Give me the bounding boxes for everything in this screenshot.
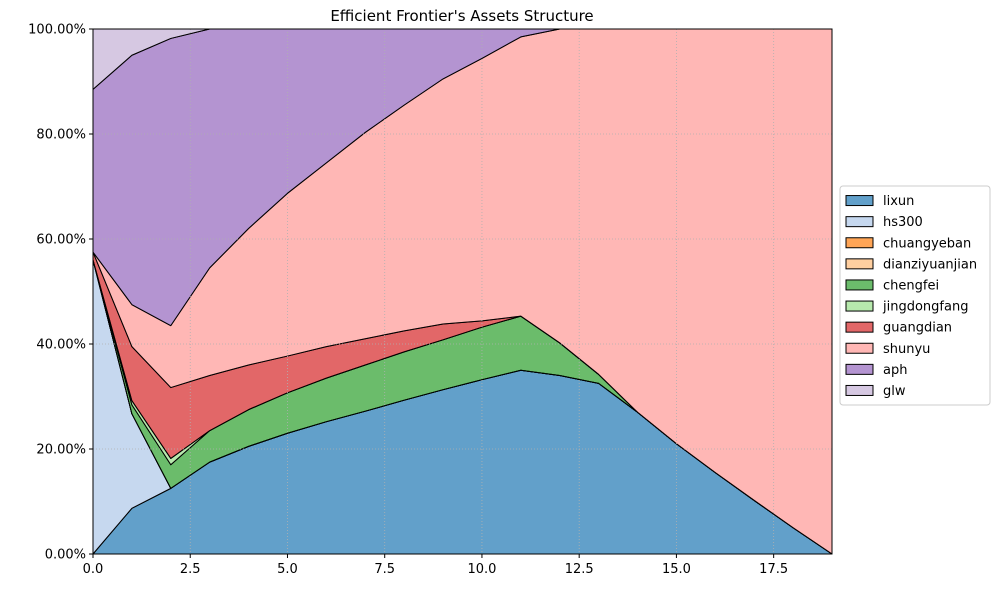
grid-lines — [92, 28, 832, 555]
y-tick-label: 0.00% — [45, 548, 86, 563]
x-tick-label: 7.5 — [374, 562, 395, 577]
legend-label-hs300: hs300 — [883, 215, 923, 230]
x-tick-label: 15.0 — [662, 562, 691, 577]
legend-box — [839, 185, 991, 406]
legend-label-glw: glw — [883, 384, 906, 399]
legend-swatch-glw — [845, 384, 874, 396]
legend-swatch-guangdian — [845, 321, 874, 333]
plot-frame — [92, 28, 833, 555]
x-tick-label: 10.0 — [467, 562, 496, 577]
x-tick-label: 0.0 — [83, 562, 104, 577]
legend-label-chuangyeban: chuangyeban — [883, 236, 971, 251]
y-axis: 0.00% 20.00% 40.00% 60.00% 80.00% 100.00% — [28, 23, 93, 563]
legend-swatch-aph — [845, 363, 874, 375]
legend-label-chengfei: chengfei — [883, 278, 939, 293]
legend-swatch-jingdongfang — [845, 300, 874, 312]
legend-label-aph: aph — [883, 363, 907, 378]
legend-label-lixun: lixun — [883, 194, 914, 209]
y-tick-label: 100.00% — [28, 23, 86, 38]
legend-swatch-dianziyuanjian — [845, 258, 874, 270]
legend-label-jingdongfang: jingdongfang — [882, 300, 968, 315]
legend-label-guangdian: guangdian — [883, 321, 952, 336]
legend-swatch-lixun — [845, 195, 874, 207]
legend-label-shunyu: shunyu — [883, 342, 930, 357]
legend-swatch-shunyu — [845, 342, 874, 354]
x-tick-label: 5.0 — [277, 562, 298, 577]
y-tick-label: 80.00% — [36, 128, 86, 143]
legend: lixun hs300 chuangyeban dianziyuanjian cheng… — [839, 185, 991, 406]
area-layers — [92, 28, 833, 555]
legend-label-dianziyuanjian: dianziyuanjian — [883, 257, 977, 272]
x-axis: 0.0 2.5 5.0 7.5 10.0 12.5 15.0 17.5 — [83, 554, 788, 577]
x-tick-label: 17.5 — [759, 562, 788, 577]
y-tick-label: 20.00% — [36, 443, 86, 458]
legend-swatch-chuangyeban — [845, 237, 874, 249]
legend-swatch-chengfei — [845, 279, 874, 291]
x-tick-label: 12.5 — [565, 562, 594, 577]
legend-swatch-hs300 — [845, 216, 874, 228]
chart-title: Efficient Frontier's Assets Structure — [330, 7, 593, 25]
y-tick-label: 40.00% — [36, 338, 86, 353]
x-tick-label: 2.5 — [180, 562, 201, 577]
y-tick-label: 60.00% — [36, 233, 86, 248]
